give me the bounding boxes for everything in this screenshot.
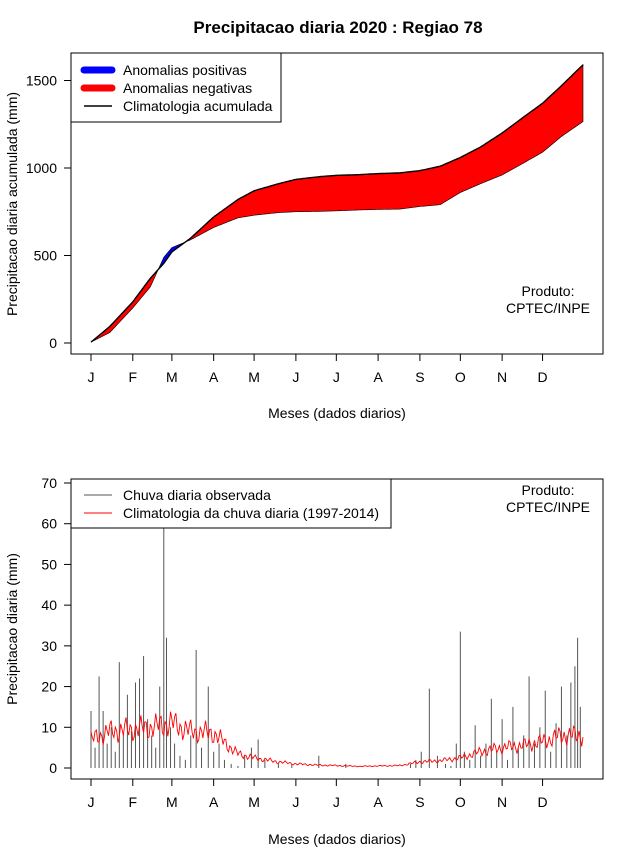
y-tick-label: 60 bbox=[41, 516, 57, 532]
x-tick-label: A bbox=[209, 794, 219, 810]
bottom-x-axis-label: Meses (dados diarios) bbox=[268, 831, 406, 847]
x-tick-label: S bbox=[415, 794, 424, 810]
top-product-source: CPTEC/INPE bbox=[506, 300, 590, 316]
y-tick-label: 1000 bbox=[26, 160, 57, 176]
top-y-axis-label: Precipitacao diaria acumulada (mm) bbox=[4, 92, 20, 316]
bottom-product-label: Produto: bbox=[522, 482, 575, 498]
bottom-legend-box bbox=[70, 478, 392, 529]
x-tick-label: J bbox=[88, 794, 95, 810]
x-tick-label: D bbox=[537, 369, 547, 385]
x-tick-label: O bbox=[455, 794, 466, 810]
top-y-axis: 0 500 1000 1500 bbox=[26, 73, 71, 351]
y-tick-label: 30 bbox=[41, 638, 57, 654]
x-tick-label: F bbox=[129, 369, 138, 385]
top-x-axis-label: Meses (dados diarios) bbox=[268, 405, 406, 421]
legend-label-observed: Chuva diaria observada bbox=[123, 487, 271, 503]
bottom-chart: 0 10 20 30 40 50 60 70 J F M A M J J A S O N D Meses (dado… bbox=[4, 475, 604, 847]
x-tick-label: S bbox=[415, 369, 424, 385]
x-tick-label: D bbox=[537, 794, 547, 810]
y-tick-label: 50 bbox=[41, 556, 57, 572]
x-tick-label: J bbox=[292, 369, 299, 385]
bottom-series-group bbox=[90, 523, 584, 768]
x-tick-label: J bbox=[333, 369, 340, 385]
climatology-cumulative-line bbox=[90, 64, 584, 343]
x-tick-label: M bbox=[166, 794, 178, 810]
top-legend: Anomalias positivas Anomalias negativas … bbox=[70, 52, 282, 123]
top-plot-frame bbox=[70, 52, 604, 355]
x-tick-label: M bbox=[166, 369, 178, 385]
y-tick-label: 10 bbox=[41, 719, 57, 735]
bottom-y-axis: 0 10 20 30 40 50 60 70 bbox=[41, 475, 71, 776]
x-tick-label: N bbox=[497, 794, 507, 810]
top-series-group bbox=[90, 64, 584, 343]
y-tick-label: 500 bbox=[34, 248, 58, 264]
x-tick-label: O bbox=[455, 369, 466, 385]
y-tick-label: 70 bbox=[41, 475, 57, 491]
legend-label-negative: Anomalias negativas bbox=[123, 80, 252, 96]
top-chart: Precipitacao diaria 2020 : Regiao 78 0 50… bbox=[4, 18, 604, 421]
x-tick-label: J bbox=[292, 794, 299, 810]
bottom-legend: Chuva diaria observada Climatologia da c… bbox=[70, 478, 392, 529]
x-tick-label: A bbox=[373, 369, 383, 385]
y-tick-label: 40 bbox=[41, 597, 57, 613]
x-tick-label: F bbox=[129, 794, 138, 810]
top-product-label: Produto: bbox=[522, 283, 575, 299]
y-tick-label: 0 bbox=[49, 760, 57, 776]
legend-label-climatology-daily: Climatologia da chuva diaria (1997-2014) bbox=[123, 505, 379, 521]
bottom-product-source: CPTEC/INPE bbox=[506, 499, 590, 515]
legend-label-positive: Anomalias positivas bbox=[123, 62, 247, 78]
x-tick-label: J bbox=[333, 794, 340, 810]
legend-label-climatology: Climatologia acumulada bbox=[123, 98, 273, 114]
x-tick-label: A bbox=[209, 369, 219, 385]
x-tick-label: N bbox=[497, 369, 507, 385]
y-tick-label: 20 bbox=[41, 679, 57, 695]
x-tick-label: M bbox=[248, 369, 260, 385]
x-tick-label: A bbox=[373, 794, 383, 810]
top-chart-title: Precipitacao diaria 2020 : Regiao 78 bbox=[193, 18, 482, 37]
daily-climatology-line bbox=[90, 711, 584, 768]
bottom-y-axis-label: Precipitacao diaria (mm) bbox=[4, 553, 20, 705]
x-tick-label: J bbox=[88, 369, 95, 385]
y-tick-label: 0 bbox=[49, 335, 57, 351]
y-tick-label: 1500 bbox=[26, 73, 57, 89]
x-tick-label: M bbox=[248, 794, 260, 810]
